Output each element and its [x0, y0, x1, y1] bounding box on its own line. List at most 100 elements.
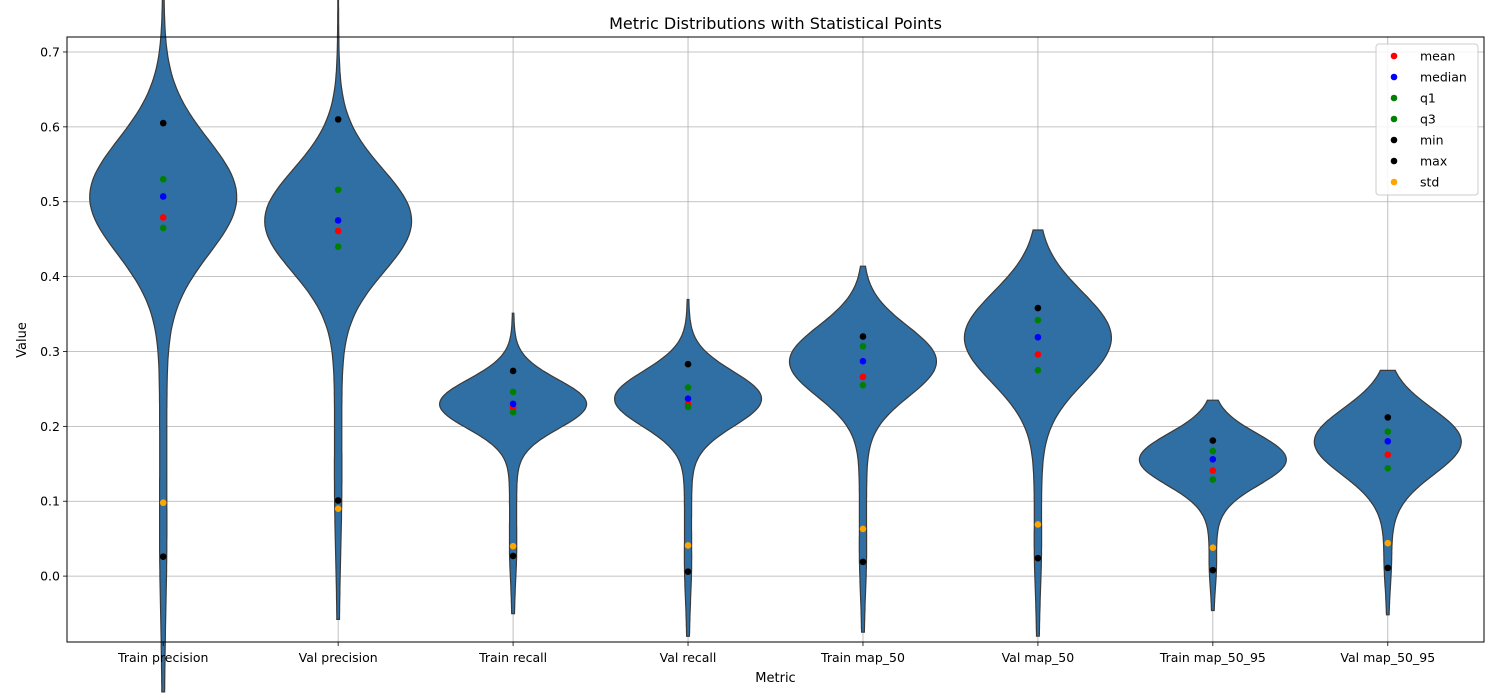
- stat-point-std: [859, 525, 867, 533]
- y-tick-label: 0.5: [40, 194, 60, 209]
- legend-label: q1: [1420, 91, 1436, 106]
- y-axis-label: Value: [15, 322, 30, 358]
- legend-marker: [1390, 157, 1398, 165]
- stat-point-median: [159, 193, 167, 200]
- stat-point-min: [1209, 566, 1217, 574]
- x-tick-label: Val map_50_95: [1340, 650, 1435, 665]
- stat-point-std: [1384, 539, 1392, 547]
- x-tick-label: Train map_50: [820, 650, 905, 665]
- stat-point-q3: [1384, 428, 1392, 435]
- legend-label: median: [1420, 70, 1467, 85]
- stat-point-max: [334, 116, 342, 123]
- chart-title: Metric Distributions with Statistical Po…: [609, 14, 942, 33]
- stat-point-q1: [684, 403, 692, 411]
- stat-point-min: [859, 558, 867, 566]
- legend-marker: [1390, 115, 1398, 123]
- stat-point-q3: [1034, 316, 1042, 324]
- stat-point-mean: [159, 214, 167, 221]
- legend: mean median q1 q3 min max std: [1375, 43, 1479, 196]
- stat-point-std: [1209, 544, 1217, 551]
- violin-body: [1313, 369, 1462, 616]
- legend-label: q3: [1420, 112, 1436, 127]
- x-tick-label: Val map_50: [1002, 650, 1075, 665]
- stat-point-min: [1034, 554, 1042, 562]
- stat-point-q1: [859, 381, 867, 389]
- violin-body: [613, 298, 763, 637]
- stat-point-q1: [334, 243, 342, 250]
- stat-point-q3: [859, 342, 867, 350]
- y-tick-label: 0.7: [40, 44, 60, 59]
- stat-point-q3: [684, 384, 692, 391]
- stat-point-std: [509, 542, 517, 550]
- x-axis: Train precision Val precision Train recall…: [117, 642, 1435, 665]
- y-tick-label: 0.3: [40, 344, 60, 359]
- legend-label: max: [1420, 154, 1447, 169]
- stat-points: [159, 116, 1392, 575]
- stat-point-max: [1034, 304, 1042, 312]
- stat-point-median: [334, 217, 342, 224]
- stat-point-mean: [1209, 467, 1217, 474]
- stat-point-max: [159, 119, 167, 127]
- stat-point-median: [859, 357, 867, 365]
- legend-label: std: [1420, 175, 1439, 190]
- stat-point-std: [1034, 521, 1042, 528]
- y-tick-label: 0.1: [40, 494, 60, 509]
- stat-point-median: [1384, 438, 1392, 445]
- x-tick-label: Train recall: [478, 650, 547, 665]
- stat-point-q1: [1384, 464, 1392, 472]
- stat-point-min: [159, 553, 167, 560]
- plot-frame: [66, 36, 1485, 643]
- legend-box: [1375, 43, 1479, 196]
- stat-point-max: [509, 367, 517, 375]
- stat-point-q1: [1034, 366, 1042, 374]
- stat-point-min: [684, 568, 692, 575]
- stat-point-mean: [1384, 451, 1392, 459]
- y-tick-label: 0.0: [40, 569, 60, 584]
- stat-point-median: [684, 395, 692, 402]
- stat-point-max: [1384, 414, 1392, 421]
- legend-label: mean: [1420, 49, 1455, 64]
- stat-point-median: [1209, 456, 1217, 463]
- legend-label: min: [1420, 133, 1444, 148]
- stat-point-min: [509, 552, 517, 560]
- violins: [89, 0, 1462, 693]
- stat-point-median: [1034, 333, 1042, 341]
- legend-marker: [1390, 52, 1398, 60]
- violin-body: [264, 0, 413, 621]
- violin-body: [1138, 399, 1287, 612]
- stat-point-q3: [334, 186, 342, 194]
- y-tick-label: 0.4: [40, 269, 60, 284]
- stat-point-q3: [1209, 447, 1217, 455]
- x-axis-label: Metric: [755, 671, 795, 686]
- x-tick-label: Train precision: [117, 650, 208, 665]
- stat-point-max: [859, 333, 867, 340]
- stat-point-q1: [159, 224, 167, 232]
- stat-point-q3: [509, 388, 517, 396]
- stat-point-std: [159, 499, 167, 507]
- stat-point-min: [1384, 564, 1392, 572]
- violin-body: [89, 0, 238, 693]
- y-axis: 0.0 0.1 0.2 0.3 0.4 0.5 0.6 0.7: [40, 44, 67, 584]
- legend-marker: [1390, 73, 1398, 81]
- stat-point-mean: [1034, 351, 1042, 358]
- stat-point-q1: [509, 408, 517, 416]
- x-tick-label: Val precision: [299, 650, 378, 665]
- stat-point-median: [509, 400, 517, 408]
- stat-point-mean: [859, 373, 867, 381]
- stat-point-mean: [334, 227, 342, 235]
- stat-point-std: [684, 542, 692, 549]
- violin-body: [788, 265, 938, 633]
- violin-body: [963, 229, 1113, 637]
- x-tick-label: Train map_50_95: [1159, 650, 1266, 665]
- violin-body: [438, 312, 588, 615]
- y-tick-label: 0.6: [40, 119, 60, 134]
- y-tick-label: 0.2: [40, 419, 60, 434]
- gridlines: [67, 37, 1484, 642]
- stat-point-max: [1209, 437, 1217, 444]
- stat-point-std: [334, 505, 342, 513]
- stat-point-q1: [1209, 476, 1217, 483]
- stat-point-min: [334, 497, 342, 504]
- x-tick-label: Val recall: [660, 650, 717, 665]
- legend-marker: [1390, 94, 1398, 102]
